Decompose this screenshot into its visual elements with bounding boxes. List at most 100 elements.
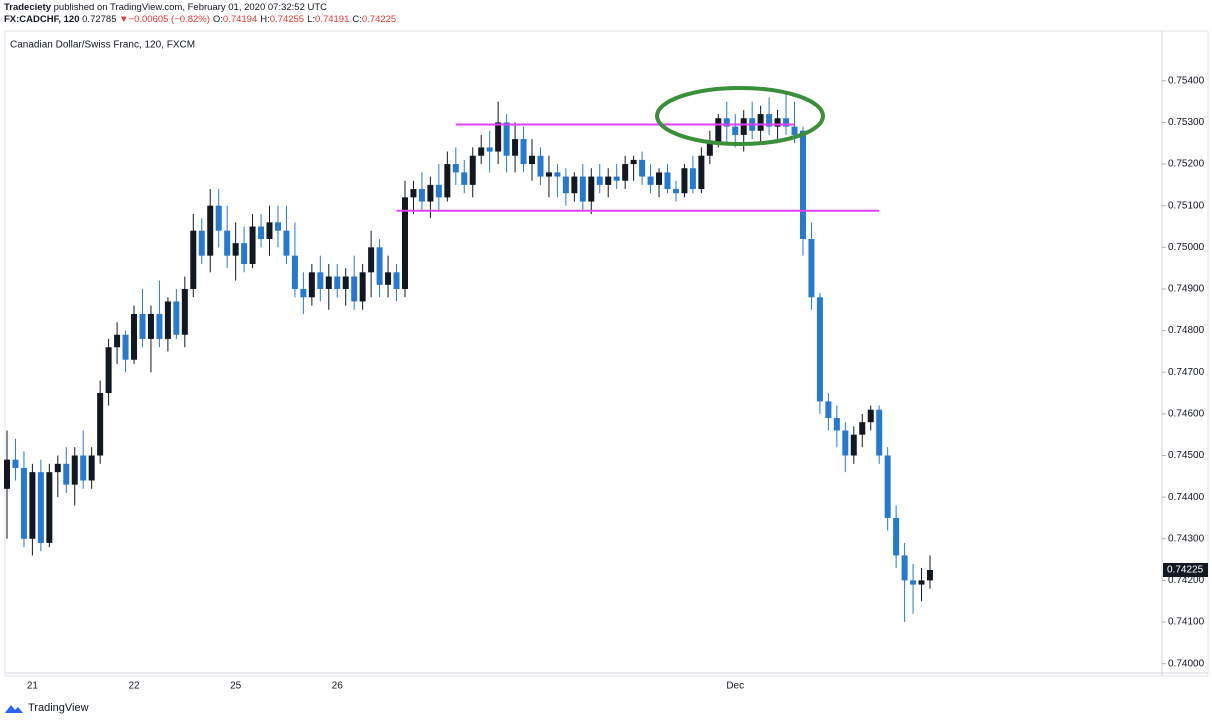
candle-body — [850, 434, 857, 456]
candle-body — [63, 463, 70, 485]
candle-body — [401, 197, 408, 289]
candle-body — [766, 114, 773, 127]
candle-body — [918, 580, 925, 585]
symbol-line: FX:CADCHF, 120 0.72785 ▼−0.00605 (−0.82%… — [4, 14, 396, 26]
candle-body — [571, 176, 578, 194]
header: Tradeciety published on TradingView.com,… — [4, 2, 396, 26]
candle-body — [351, 276, 358, 302]
candle-body — [639, 159, 646, 177]
candle-body — [71, 455, 78, 485]
candle-body — [876, 409, 883, 456]
candle-body — [385, 272, 392, 285]
chart: Canadian Dollar/Swiss Franc, 120, FXCM 0… — [4, 30, 1209, 692]
y-tick-label: 0.74700 — [1168, 367, 1205, 378]
candle-body — [114, 334, 121, 348]
candle-body — [579, 176, 586, 202]
candle-body — [529, 155, 536, 165]
candle-body — [376, 247, 383, 285]
x-tick-label: 21 — [27, 681, 39, 692]
candle-body — [215, 205, 222, 231]
candle-body — [317, 272, 324, 289]
brand: TradingView — [28, 702, 89, 714]
y-tick-label: 0.74400 — [1168, 492, 1205, 503]
y-tick-label: 0.75000 — [1168, 242, 1205, 253]
candle-body — [698, 155, 705, 190]
candle-body — [20, 467, 27, 539]
candle-body — [88, 455, 95, 481]
candle-body — [334, 276, 341, 289]
candle-body — [190, 230, 197, 289]
candle-body — [29, 472, 36, 539]
candle-body — [808, 239, 815, 298]
candle-body — [461, 172, 468, 185]
candle-body — [495, 122, 502, 152]
candle-body — [173, 301, 180, 335]
x-tick-label: Dec — [726, 681, 744, 692]
candle-body — [833, 418, 840, 431]
y-tick-label: 0.74300 — [1168, 533, 1205, 544]
candle-body — [368, 247, 375, 273]
candle-body — [630, 159, 637, 165]
last-price-box — [1163, 562, 1208, 577]
candle-body — [249, 226, 256, 264]
candle-body — [799, 130, 806, 240]
ohlc-value: 0.74194 — [222, 14, 258, 25]
candle-body — [503, 122, 510, 156]
candle-body — [300, 288, 307, 298]
candle-body — [308, 272, 315, 298]
ohlc-value: 0.74225 — [361, 14, 397, 25]
candle-body — [512, 139, 519, 156]
y-tick-label: 0.75300 — [1168, 117, 1205, 128]
candle-body — [893, 517, 900, 556]
change: −0.00605 (−0.82%) — [128, 14, 210, 25]
candle-body — [393, 272, 400, 289]
candle-body — [164, 301, 171, 339]
candle-body — [901, 555, 908, 581]
candle-body — [54, 463, 61, 473]
candle-body — [842, 430, 849, 456]
candle-body — [410, 189, 417, 198]
candle-body — [46, 472, 53, 543]
candle-body — [562, 176, 569, 194]
y-tick-label: 0.74200 — [1168, 575, 1205, 586]
y-tick-label: 0.74500 — [1168, 450, 1205, 461]
ohlc-value: 0.74191 — [315, 14, 350, 25]
y-tick-label: 0.74000 — [1168, 658, 1205, 669]
candle-body — [884, 455, 891, 518]
candle-body — [689, 168, 696, 190]
candle-body — [478, 147, 485, 156]
candle-body — [4, 459, 10, 489]
candle-body — [867, 409, 874, 423]
candle-body — [241, 243, 248, 264]
y-tick-label: 0.74900 — [1168, 284, 1205, 295]
candle-body — [139, 313, 146, 339]
ohlc-label: H: — [260, 14, 270, 25]
ohlc: O:0.74194 H:0.74255 L:0.74191 C:0.74225 — [210, 14, 396, 25]
arrow: ▼ — [119, 14, 129, 25]
price: 0.72785 — [82, 14, 117, 25]
candle-body — [469, 155, 476, 185]
candle-body — [859, 422, 866, 435]
publish-line: Tradeciety published on TradingView.com,… — [4, 2, 396, 14]
candle-body — [757, 114, 764, 131]
candle-body — [291, 255, 298, 289]
candle-body — [452, 164, 459, 173]
last-price-label: 0.74225 — [1167, 565, 1204, 576]
highlight-ellipse — [655, 86, 825, 146]
candle-body — [681, 168, 688, 194]
candle-body — [486, 147, 493, 152]
y-tick-label: 0.74800 — [1168, 325, 1205, 336]
candle-body — [283, 230, 290, 256]
candle-body — [147, 313, 154, 339]
candle-body — [156, 313, 163, 339]
y-tick-label: 0.74100 — [1168, 617, 1205, 628]
candle-body — [258, 226, 265, 240]
candle-body — [622, 164, 629, 181]
candle-body — [732, 126, 739, 135]
candle-body — [664, 172, 671, 190]
chart-title: Canadian Dollar/Swiss Franc, 120, FXCM — [10, 40, 195, 51]
candle-body — [359, 272, 366, 302]
candle-body — [12, 459, 19, 468]
candle-body — [342, 276, 349, 289]
